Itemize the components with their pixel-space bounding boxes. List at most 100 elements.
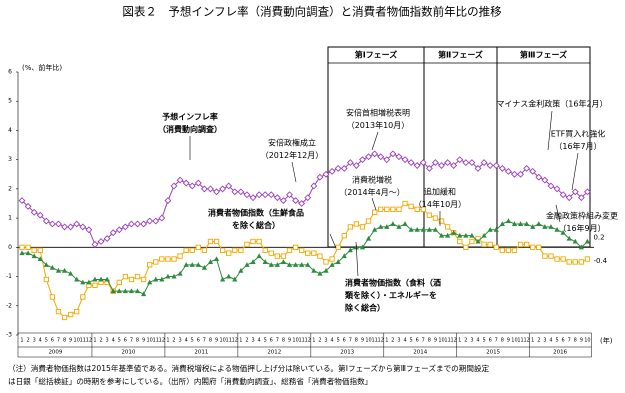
- x-tick-label: 4: [112, 338, 115, 344]
- x-tick-label: 11: [153, 338, 159, 344]
- marker-square: [432, 215, 439, 221]
- annotation-pointer: [355, 241, 359, 277]
- x-tick-label: 9: [142, 338, 145, 344]
- x-tick-label: 2: [391, 338, 394, 344]
- marker-square: [511, 247, 518, 253]
- marker-square: [457, 238, 463, 245]
- marker-triangle: [384, 224, 390, 229]
- annotation-pointer: [555, 204, 561, 223]
- marker-triangle: [165, 273, 171, 279]
- x-tick-label: 7: [130, 338, 133, 344]
- marker-triangle: [232, 276, 238, 282]
- x-tick-label: 4: [403, 338, 406, 344]
- x-tick-label: 12: [86, 338, 92, 344]
- marker-diamond: [97, 238, 105, 245]
- x-tick-label: 6: [489, 338, 492, 344]
- x-tick-label: 5: [264, 338, 267, 344]
- annotation-pointer: [291, 161, 297, 183]
- marker-diamond: [571, 188, 579, 196]
- annotation: （16年7月）: [554, 141, 601, 151]
- marker-triangle: [372, 227, 378, 232]
- marker-diamond: [517, 170, 524, 178]
- marker-triangle: [536, 221, 542, 226]
- marker-diamond: [504, 167, 512, 175]
- marker-square: [578, 259, 585, 265]
- marker-square: [268, 250, 274, 256]
- marker-diamond: [432, 159, 439, 167]
- marker-square: [201, 247, 208, 253]
- x-tick-label: 10: [292, 338, 298, 344]
- marker-triangle: [159, 276, 165, 282]
- marker-square: [195, 244, 201, 250]
- x-tick-label: 2: [245, 338, 248, 344]
- x-tick-label: 4: [476, 338, 479, 344]
- marker-triangle: [432, 227, 439, 232]
- marker-square: [189, 247, 195, 253]
- x-tick-label: 12: [378, 338, 384, 344]
- x-tick-label: 11: [371, 338, 377, 344]
- x-tick-label: 6: [416, 338, 419, 344]
- marker-square: [487, 241, 493, 248]
- marker-triangle: [451, 229, 457, 235]
- y-tick-label: 5: [8, 98, 12, 105]
- marker-diamond: [359, 156, 366, 164]
- series-line: [22, 220, 588, 295]
- marker-diamond: [182, 179, 190, 187]
- x-tick-label: 10: [74, 338, 80, 344]
- marker-triangle: [268, 262, 274, 267]
- marker-square: [420, 206, 426, 212]
- x-tick-label: 2: [99, 338, 102, 344]
- annotation-pointer: [547, 110, 553, 151]
- marker-diamond: [316, 173, 324, 181]
- marker-square: [183, 247, 189, 253]
- marker-diamond: [511, 170, 518, 178]
- x-tick-label: 8: [501, 338, 504, 344]
- marker-diamond: [280, 197, 287, 205]
- marker-square: [43, 276, 49, 283]
- marker-triangle: [238, 267, 244, 273]
- marker-square: [232, 247, 238, 253]
- marker-square: [213, 238, 220, 245]
- marker-square: [505, 247, 512, 253]
- y-tick-label: 6: [8, 69, 12, 76]
- marker-diamond: [85, 226, 93, 234]
- marker-triangle: [311, 267, 317, 273]
- marker-diamond: [456, 156, 464, 164]
- marker-triangle: [147, 279, 153, 285]
- marker-diamond: [547, 182, 555, 190]
- x-tick-label: 1: [385, 338, 388, 344]
- marker-square: [244, 241, 250, 248]
- marker-square: [378, 206, 384, 212]
- marker-diamond: [255, 191, 263, 199]
- marker-diamond: [140, 220, 148, 228]
- marker-triangle: [25, 250, 31, 256]
- marker-triangle: [141, 291, 147, 297]
- marker-diamond: [170, 182, 178, 190]
- x-tick-label: 7: [57, 338, 60, 344]
- marker-square: [80, 294, 86, 300]
- marker-triangle: [153, 276, 159, 282]
- x-tick-label: 8: [136, 338, 139, 344]
- marker-diamond: [48, 220, 56, 228]
- marker-triangle: [134, 288, 141, 294]
- marker-diamond: [298, 200, 306, 207]
- x-tick-label: 1: [312, 338, 315, 344]
- marker-triangle: [177, 270, 183, 276]
- marker-triangle: [359, 244, 366, 250]
- x-tick-label: 5: [337, 338, 340, 344]
- marker-diamond: [559, 191, 567, 199]
- marker-square: [256, 238, 262, 245]
- x-tick-label: 7: [349, 338, 352, 344]
- phase-label: 第Ⅲフェーズ: [520, 50, 567, 60]
- marker-square: [530, 244, 536, 250]
- end-value-label: -0.4: [593, 257, 607, 265]
- marker-diamond: [565, 194, 573, 202]
- marker-triangle: [566, 235, 572, 241]
- marker-diamond: [328, 167, 336, 175]
- marker-diamond: [18, 197, 26, 205]
- marker-triangle: [207, 259, 214, 264]
- x-tick-label: 10: [146, 338, 152, 344]
- year-label: 2014: [413, 350, 427, 356]
- x-tick-label: 9: [215, 338, 218, 344]
- marker-diamond: [395, 153, 403, 161]
